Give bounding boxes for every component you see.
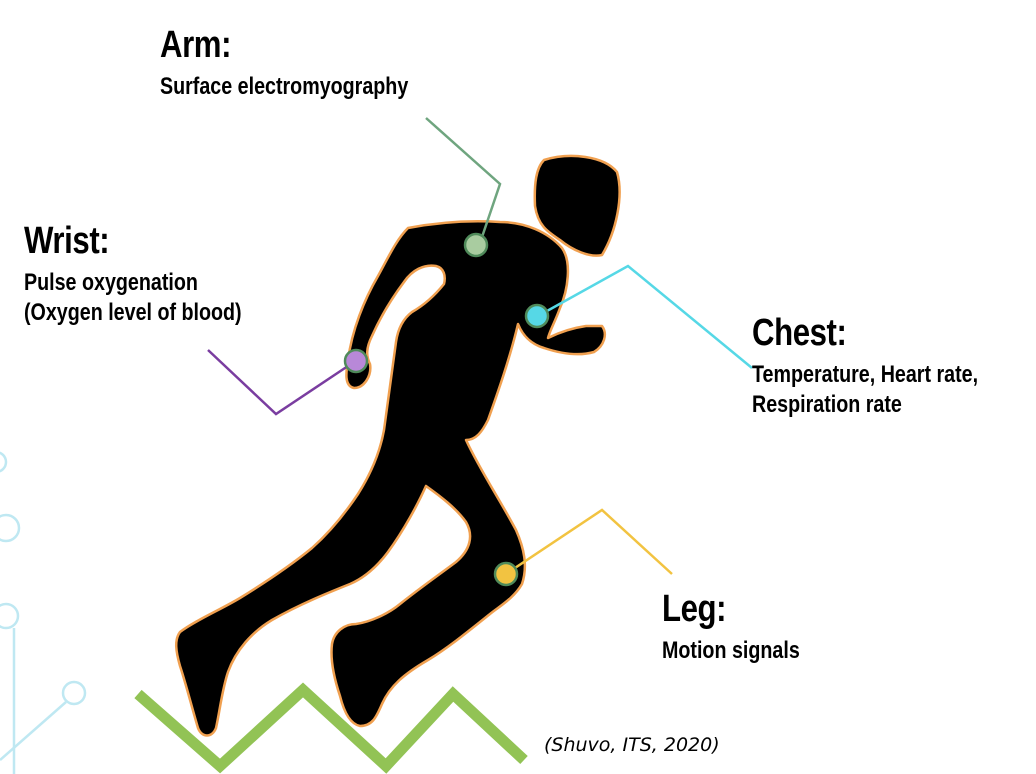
chest-connector xyxy=(537,264,753,369)
chest-sensor-dot[interactable] xyxy=(524,303,550,329)
arm-connector xyxy=(425,117,502,241)
chest-description-line-2: Respiration rate xyxy=(752,391,902,418)
arm-label-group: Arm: Surface electromyography xyxy=(160,26,463,102)
wrist-label-group: Wrist: Pulse oxygenation (Oxygen level o… xyxy=(24,222,289,328)
wrist-sensor-dot[interactable] xyxy=(343,348,369,374)
wrist-title: Wrist: xyxy=(24,220,110,262)
citation: (Shuvo, ITS, 2020) xyxy=(544,734,720,756)
chest-title: Chest: xyxy=(752,312,847,354)
ground-zigzag xyxy=(134,682,528,774)
arm-title: Arm: xyxy=(160,24,232,66)
arm-description: Surface electromyography xyxy=(160,73,409,100)
wrist-description-line-2: (Oxygen level of blood) xyxy=(24,299,242,326)
wrist-description-line-1: Pulse oxygenation xyxy=(24,269,198,296)
arm-sensor-dot[interactable] xyxy=(463,232,489,258)
leg-title: Leg: xyxy=(662,588,727,630)
chest-label-group: Chest: Temperature, Heart rate, Respirat… xyxy=(752,314,1028,420)
circuit-decoration xyxy=(0,451,87,774)
chest-description-line-1: Temperature, Heart rate, xyxy=(752,361,979,388)
runner-silhouette xyxy=(175,154,621,737)
leg-label-group: Leg: Motion signals xyxy=(662,590,830,666)
leg-description: Motion signals xyxy=(662,637,800,664)
wrist-connector xyxy=(207,349,355,416)
leg-sensor-dot[interactable] xyxy=(493,561,519,587)
leg-connector xyxy=(505,508,673,576)
